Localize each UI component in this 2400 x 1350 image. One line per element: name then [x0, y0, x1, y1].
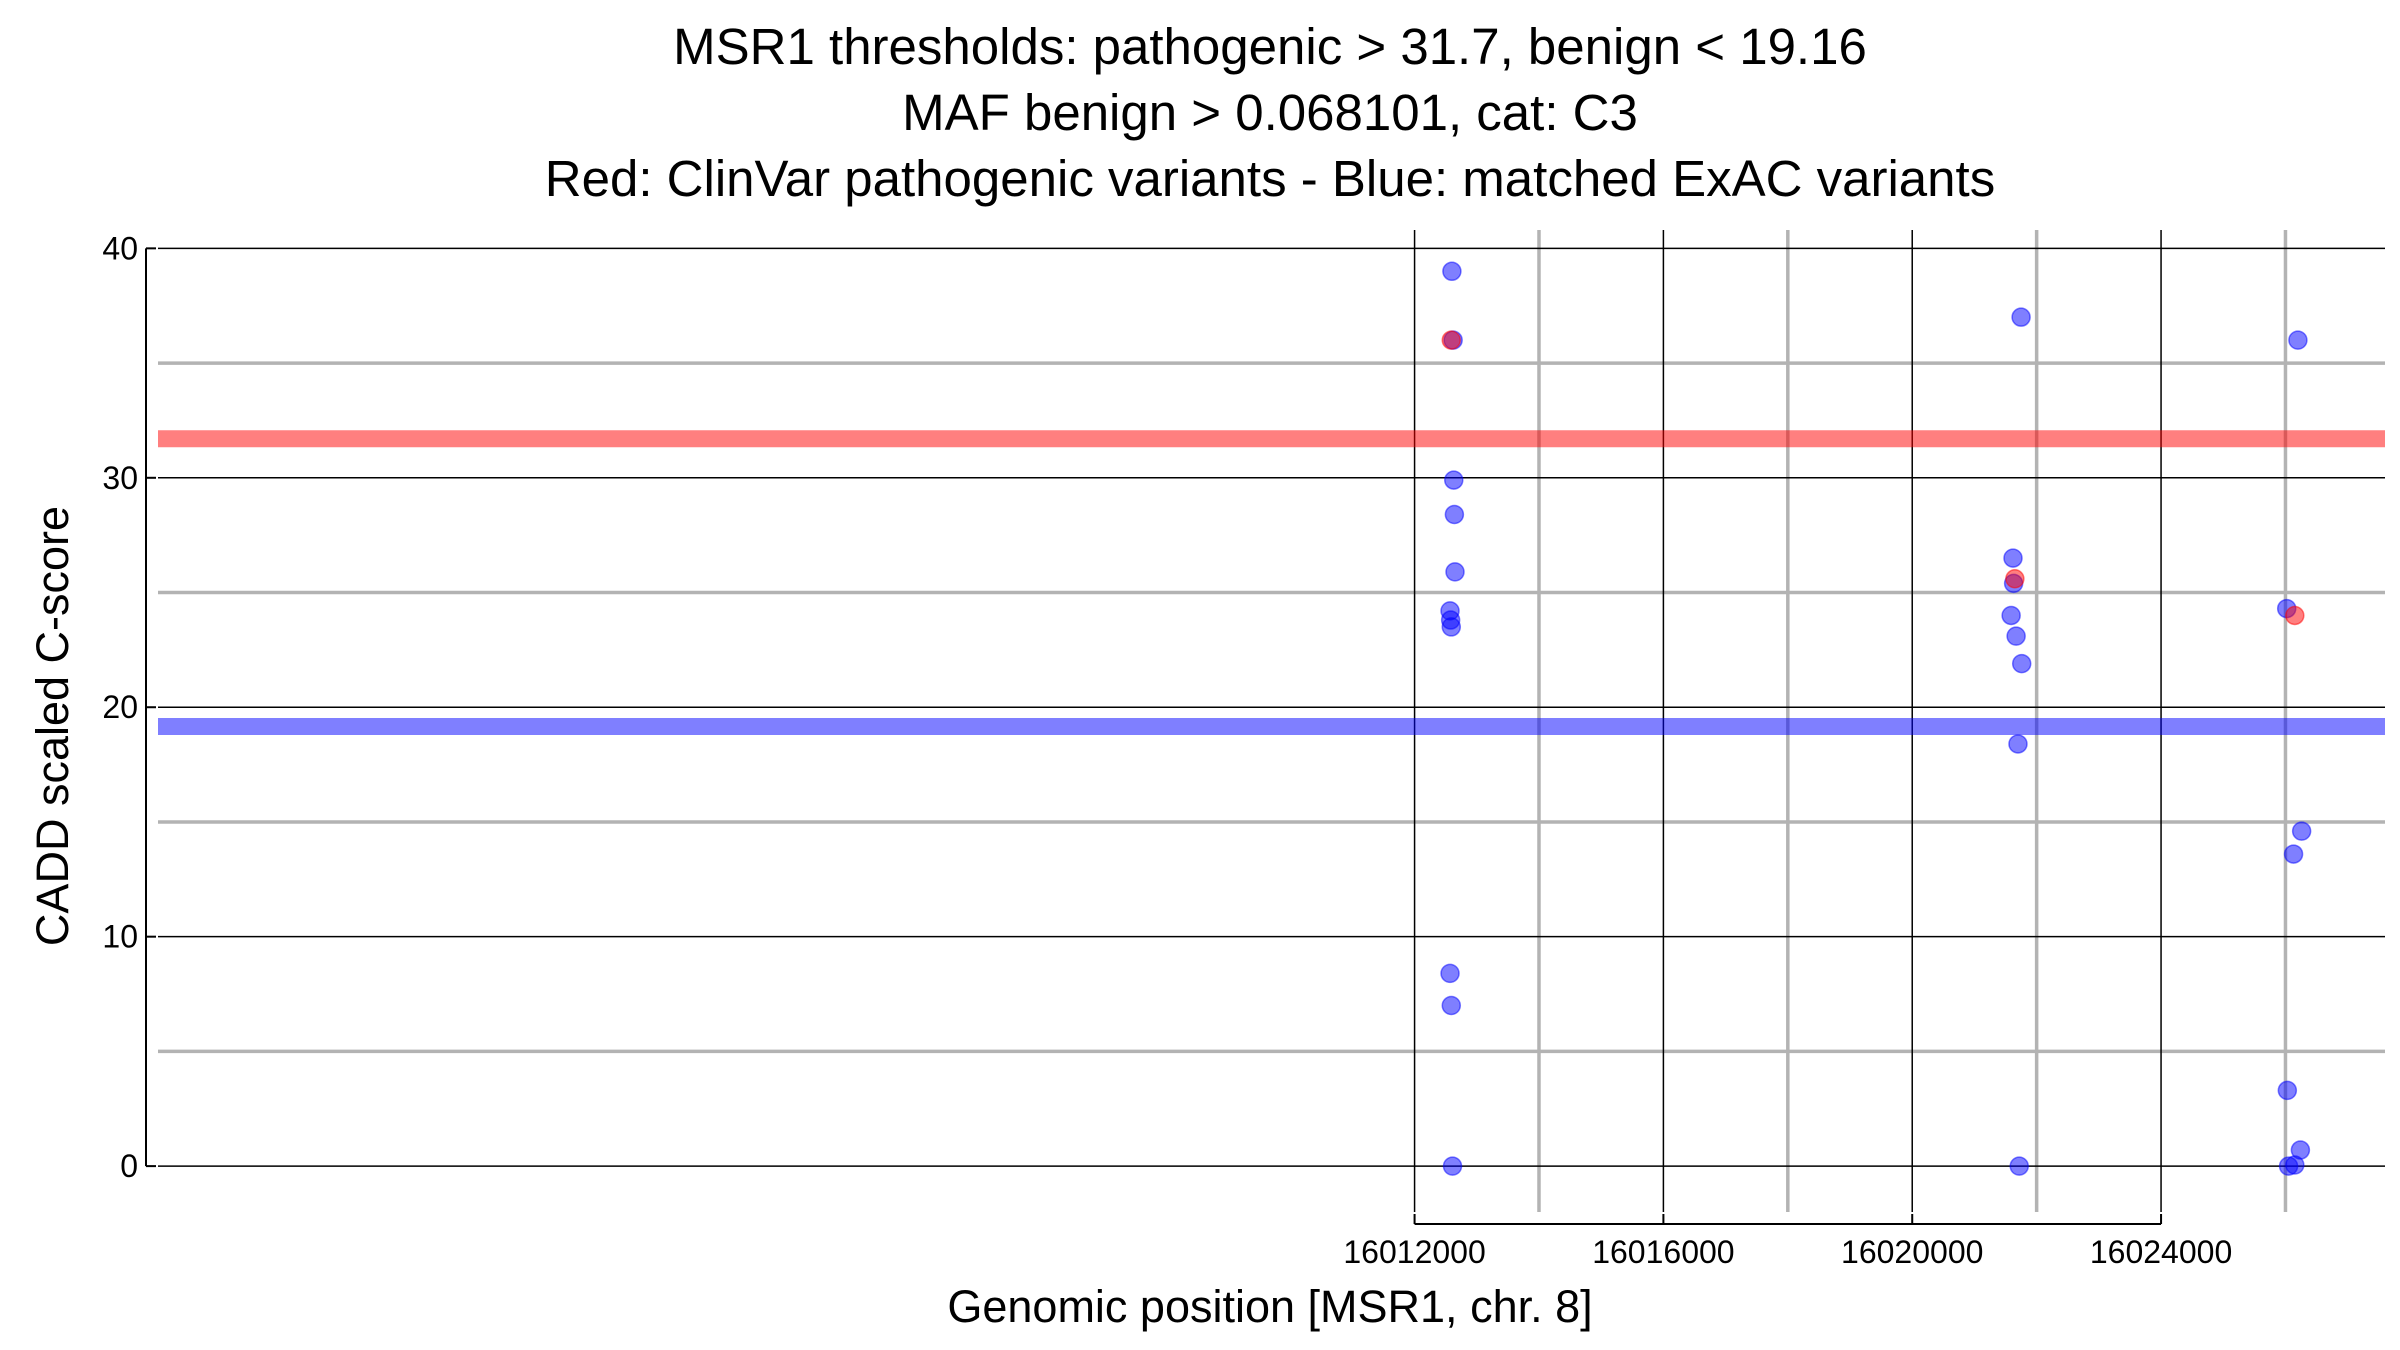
x-tick-label: 16020000 — [1841, 1234, 1983, 1270]
exac-point — [1441, 617, 1462, 637]
y-axis-label: CADD scaled C-score — [27, 506, 78, 946]
y-tick-label: 10 — [102, 919, 138, 955]
exac-point — [2008, 734, 2028, 754]
threshold-layer — [158, 430, 2385, 736]
x-tick-label: 16016000 — [1592, 1234, 1734, 1270]
exac-point — [2006, 626, 2026, 646]
exac-point — [2277, 1080, 2298, 1101]
exac-point — [2009, 1156, 2029, 1176]
exac-point — [2283, 844, 2304, 864]
y-tick-label: 40 — [102, 230, 138, 266]
exac-point — [2003, 548, 2023, 568]
exac-point — [1445, 562, 1465, 582]
exac-point — [1441, 995, 1462, 1016]
exac-point — [2011, 653, 2032, 674]
exac-point — [2285, 1155, 2305, 1175]
exac-point — [2288, 330, 2308, 350]
exac-point — [1442, 1156, 1463, 1176]
exac-point — [1442, 261, 1462, 282]
clinvar-point — [2005, 568, 2025, 589]
y-tick-label: 0 — [120, 1148, 138, 1184]
clinvar-point — [1441, 330, 1462, 350]
exac-point — [2291, 821, 2312, 841]
exac-point — [1444, 504, 1465, 525]
title-line-2: MAF benign > 0.068101, cat: C3 — [902, 84, 1638, 141]
x-tick-label: 16012000 — [1343, 1234, 1485, 1270]
title-line-3: Red: ClinVar pathogenic variants - Blue:… — [545, 150, 1995, 207]
y-tick-label: 30 — [102, 460, 138, 496]
title-line-1: MSR1 thresholds: pathogenic > 31.7, beni… — [673, 18, 1867, 75]
x-tick-label: 16024000 — [2090, 1234, 2232, 1270]
axis-layer: 0 10 20 30 40 16012000 16016000 16020000 1602400… — [102, 230, 2232, 1270]
exac-point — [1440, 963, 1460, 984]
exac-point — [1444, 470, 1464, 490]
exac-point — [2011, 307, 2031, 327]
exac-point — [2001, 605, 2021, 626]
x-axis-label: Genomic position [MSR1, chr. 8] — [947, 1281, 1592, 1332]
y-tick-label: 20 — [102, 689, 138, 725]
chart-title: MSR1 thresholds: pathogenic > 31.7, beni… — [545, 18, 1995, 207]
clinvar-point — [2285, 605, 2305, 626]
points-layer — [1440, 261, 2312, 1176]
